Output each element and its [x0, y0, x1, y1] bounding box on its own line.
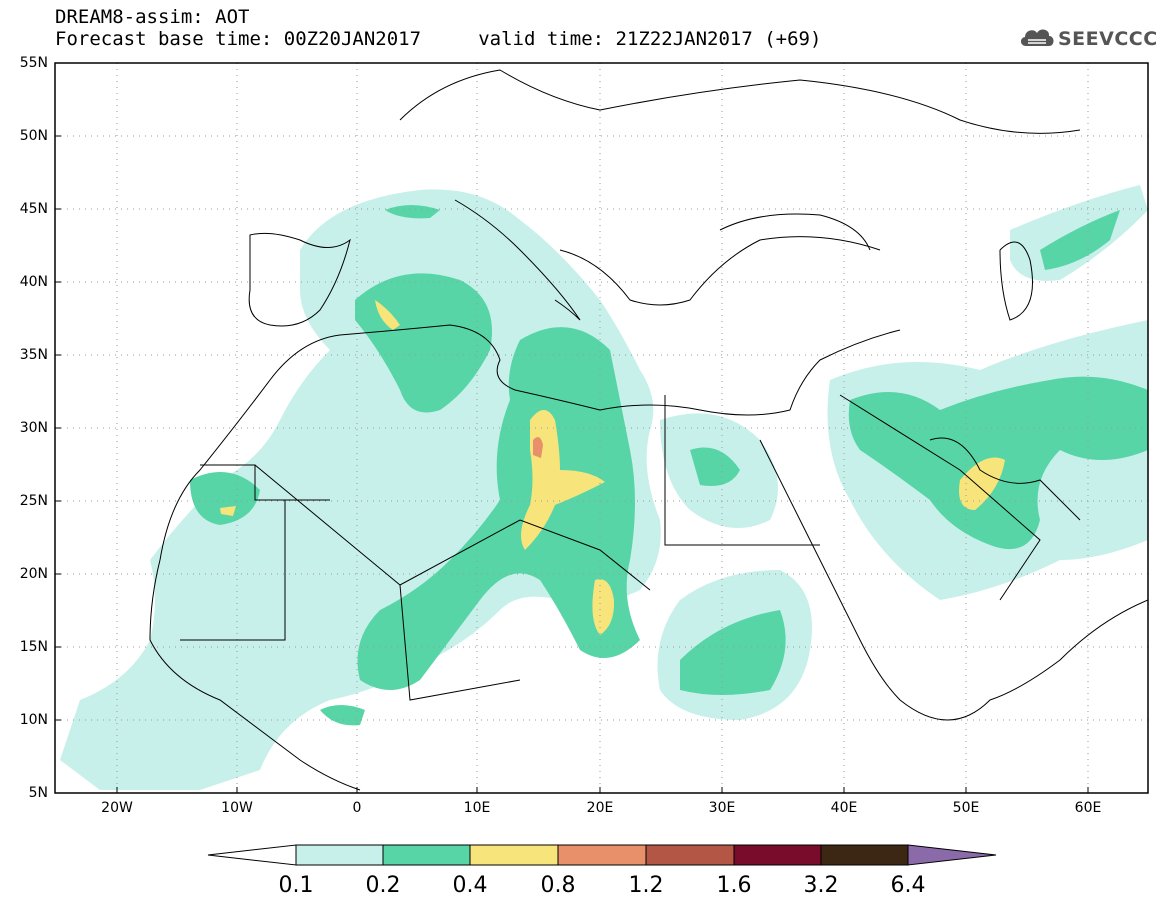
- colorbar-box-1: [295, 844, 384, 866]
- lat-label: 25N: [19, 493, 48, 509]
- colorbar-box-2: [382, 844, 471, 866]
- colorbar-label: 0.1: [278, 873, 314, 898]
- colorbar-label: 0.8: [540, 873, 576, 898]
- colorbar-box-7: [820, 844, 909, 866]
- lat-label: 35N: [19, 347, 48, 363]
- lat-label: 5N: [28, 785, 48, 801]
- lon-label: 20E: [586, 800, 614, 816]
- lat-label: 50N: [19, 128, 48, 144]
- coast-red-sea: [759, 439, 1148, 721]
- border-africa-2: [664, 395, 820, 546]
- aot-zone-egypt-core: [690, 447, 740, 486]
- colorbar-box-6: [733, 844, 822, 866]
- aot-zone-gulf-med: [385, 205, 440, 219]
- lat-label: 10N: [19, 712, 48, 728]
- coast-north-africa: [159, 324, 901, 561]
- coast-europe-north: [399, 69, 1081, 134]
- aot-zone-gulf-peak: [959, 457, 1005, 510]
- coast-europe-africa: [248, 232, 351, 327]
- colorbar-label: 6.4: [890, 873, 926, 898]
- aot-zone-caspian-core: [1040, 210, 1120, 270]
- lat-label: 45N: [19, 201, 48, 217]
- colorbar-box-4: [557, 844, 647, 866]
- lon-label: 10E: [463, 800, 491, 816]
- ticks: [55, 135, 1089, 793]
- aot-zone-libya-max: [533, 436, 543, 458]
- lon-label: 60E: [1074, 800, 1102, 816]
- coast-west-africa: [149, 559, 361, 791]
- lon-label: 0: [352, 800, 362, 816]
- lon-label: 30E: [708, 800, 736, 816]
- colorbar-box-5: [645, 844, 735, 866]
- graticule: [55, 63, 1148, 793]
- lat-label: 55N: [19, 55, 48, 71]
- lon-label: 50E: [952, 800, 980, 816]
- coast-italy: [454, 199, 581, 321]
- aot-zone-chad-peak: [592, 579, 615, 635]
- border-africa-4: [200, 464, 330, 501]
- coastlines: [149, 69, 1148, 791]
- aot-zone-guinea: [320, 705, 365, 726]
- aot-shading: [60, 185, 1148, 790]
- colorbar-label: 0.4: [452, 873, 488, 898]
- border-africa-5: [399, 584, 521, 701]
- lon-label: 10W: [221, 800, 253, 816]
- colorbar-high-arrow: [907, 844, 997, 866]
- colorbar-box-3: [469, 844, 559, 866]
- coast-black-sea: [719, 213, 871, 251]
- aot-zone-maghreb: [355, 273, 492, 413]
- lat-label: 20N: [19, 566, 48, 582]
- lat-label: 40N: [19, 274, 48, 290]
- map-title: DREAM8-assim: AOT: [55, 6, 250, 28]
- coast-balkans: [559, 236, 881, 306]
- aot-zone-libya: [357, 327, 640, 690]
- colorbar-label: 3.2: [803, 873, 839, 898]
- border-middle-east: [839, 394, 1041, 601]
- cloud-icon: [1020, 29, 1054, 46]
- forecast-time-info: Forecast base time: 00Z20JAN2017 valid t…: [55, 28, 822, 50]
- border-africa-3: [180, 500, 286, 641]
- colorbar-label: 1.2: [628, 873, 664, 898]
- border-africa-1: [254, 464, 651, 591]
- colorbar-label: 0.2: [365, 873, 401, 898]
- seevccc-logo: SEEVCCC: [1018, 22, 1158, 58]
- aot-zone-mauritania-peak: [220, 506, 236, 516]
- coast-caspian: [999, 241, 1033, 321]
- colorbar-label: 1.6: [716, 873, 752, 898]
- lat-label: 30N: [19, 420, 48, 436]
- coast-gulf: [929, 437, 1081, 521]
- logo-text: SEEVCCC: [1058, 28, 1158, 50]
- lon-label: 40E: [830, 800, 858, 816]
- aot-zone-west-africa: [190, 472, 260, 525]
- lat-label: 15N: [19, 639, 48, 655]
- lon-label: 20W: [101, 800, 133, 816]
- colorbar: [207, 844, 997, 866]
- aot-zone-sudan-core: [680, 610, 786, 695]
- aot-zone-algeria-peak: [375, 300, 400, 330]
- colorbar-low-arrow: [207, 844, 297, 866]
